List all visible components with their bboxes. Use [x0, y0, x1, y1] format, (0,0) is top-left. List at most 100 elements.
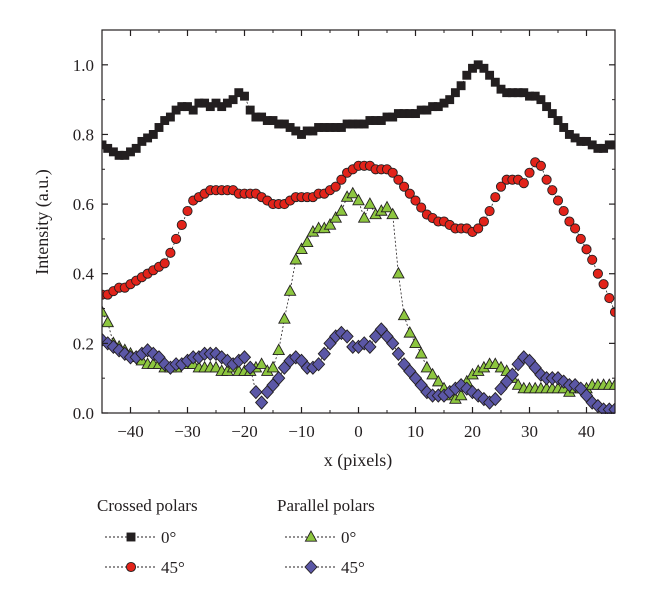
x-tick-label: 0 — [354, 422, 363, 441]
data-point-triangle — [403, 325, 417, 338]
data-point-circle — [564, 216, 575, 227]
legend: Crossed polars 0° 45° Parallel polars 0° 45° — [97, 496, 375, 577]
data-point-triangle — [102, 315, 115, 328]
data-point-triangle — [357, 211, 371, 223]
y-tick-label: 0.6 — [73, 195, 94, 214]
legend-label: 45° — [161, 558, 185, 577]
data-point-square — [485, 70, 495, 80]
data-point-square — [188, 105, 198, 115]
data-point-square — [610, 140, 615, 150]
data-point-square — [536, 95, 546, 105]
data-point-diamond — [505, 367, 520, 382]
legend-group-title: Parallel polars — [277, 496, 375, 515]
y-tick-label: 0.0 — [73, 404, 94, 423]
data-point-triangle — [414, 346, 428, 359]
data-point-triangle — [329, 211, 343, 223]
series-0 — [102, 60, 615, 160]
data-point-triangle — [272, 343, 286, 355]
data-point-triangle — [323, 218, 337, 230]
data-point-triangle — [409, 336, 422, 349]
x-tick-label: −10 — [288, 422, 315, 441]
data-point-circle — [495, 181, 507, 192]
data-point-diamond — [311, 357, 326, 372]
data-point-circle — [587, 254, 598, 265]
data-point-circle — [410, 195, 421, 206]
data-point-triangle — [209, 360, 223, 373]
data-point-diamond — [608, 402, 615, 414]
data-point-circle — [575, 233, 586, 244]
x-tick-label: 40 — [578, 422, 595, 441]
data-point-circle — [176, 219, 187, 231]
data-point-diamond — [317, 346, 331, 361]
data-point-circle — [581, 244, 592, 255]
data-point-circle — [604, 293, 615, 304]
data-point-square — [131, 143, 141, 153]
data-point-circle — [399, 181, 410, 192]
data-point-triangle — [431, 374, 445, 387]
data-point-square — [456, 81, 466, 91]
data-point-diamond — [272, 371, 286, 386]
series-3 — [102, 322, 615, 414]
data-point-circle — [393, 174, 404, 185]
data-point-triangle — [511, 378, 525, 390]
data-point-diamond — [386, 336, 400, 351]
data-point-diamond — [254, 395, 269, 410]
data-point-triangle — [289, 252, 303, 265]
data-point-square — [559, 123, 569, 132]
data-point-circle — [182, 206, 193, 217]
data-point-circle — [490, 192, 501, 203]
data-point-square — [462, 70, 472, 80]
legend-label: 0° — [161, 528, 176, 547]
data-point-triangle — [380, 200, 394, 213]
data-point-triangle — [494, 360, 508, 373]
data-point-triangle — [352, 193, 365, 206]
data-point-square — [479, 63, 489, 73]
data-point-triangle — [102, 305, 109, 317]
y-tick-label: 0.4 — [73, 265, 95, 284]
data-point-circle — [484, 206, 495, 217]
data-point-square — [148, 130, 158, 139]
series-layer — [102, 60, 615, 414]
data-point-circle — [598, 279, 609, 290]
data-point-diamond — [340, 329, 354, 344]
legend-label: 45° — [341, 558, 365, 577]
data-point-diamond — [391, 346, 406, 361]
data-point-square — [547, 109, 557, 119]
x-tick-label: 10 — [407, 422, 424, 441]
data-point-circle — [570, 223, 581, 234]
y-axis-title: Intensity (a.u.) — [32, 169, 53, 274]
x-tick-label: 30 — [521, 422, 538, 441]
x-axis-title: x (pixels) — [324, 450, 392, 471]
x-tick-label: −40 — [117, 422, 144, 441]
data-point-circle — [547, 185, 558, 196]
axes-layer: −40 −30 −20 −10 0 10 20 30 40 0.0 0.2 0.4 0.6 0.8 1.0 — [73, 30, 616, 441]
data-point-square — [450, 88, 460, 98]
data-point-triangle — [454, 388, 468, 401]
data-point-triangle — [608, 378, 615, 390]
data-point-square — [240, 91, 249, 101]
data-point-triangle — [295, 242, 308, 255]
data-point-diamond — [243, 360, 257, 375]
data-point-circle — [330, 181, 341, 192]
data-point-circle — [159, 258, 170, 269]
data-point-diamond — [249, 384, 263, 400]
data-point-triangle — [278, 312, 291, 324]
data-point-square — [490, 77, 500, 87]
data-point-circle — [171, 233, 182, 244]
y-tick-label: 1.0 — [73, 56, 94, 75]
data-point-circle — [416, 202, 427, 213]
data-point-diamond — [363, 339, 377, 355]
data-point-triangle — [266, 360, 280, 373]
data-point-circle — [592, 268, 603, 279]
data-point-triangle — [300, 235, 314, 248]
data-point-square — [542, 102, 552, 112]
legend-marker-diamond — [304, 559, 318, 575]
data-point-square — [154, 123, 164, 132]
data-point-square — [553, 116, 563, 125]
data-point-triangle — [335, 204, 348, 216]
data-point-triangle — [397, 308, 411, 321]
data-point-circle — [541, 174, 552, 185]
x-tick-label: 20 — [464, 422, 481, 441]
data-point-diamond — [488, 391, 502, 407]
